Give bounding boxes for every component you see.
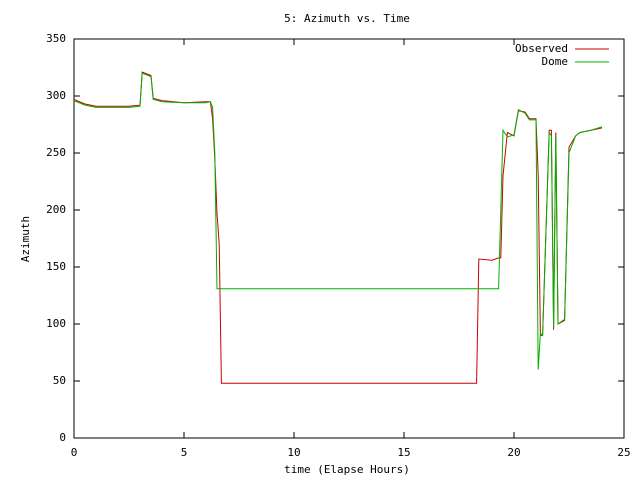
x-tick-label: 25: [617, 446, 630, 459]
y-tick-label: 50: [53, 374, 66, 387]
y-tick-label: 0: [59, 431, 66, 444]
x-tick-label: 10: [287, 446, 300, 459]
x-tick-label: 15: [397, 446, 410, 459]
x-tick-label: 0: [71, 446, 78, 459]
x-tick-label: 5: [181, 446, 188, 459]
y-tick-label: 100: [46, 317, 66, 330]
y-tick-label: 250: [46, 146, 66, 159]
series-line: [73, 72, 603, 370]
legend-label: Observed: [515, 42, 568, 55]
y-axis-label: Azimuth: [19, 216, 32, 262]
x-axis-label: time (Elapse Hours): [284, 463, 410, 476]
x-tick-label: 20: [507, 446, 520, 459]
chart-title: 5: Azimuth vs. Time: [284, 12, 410, 25]
y-tick-label: 150: [46, 260, 66, 273]
y-tick-label: 300: [46, 89, 66, 102]
plot-border: [73, 38, 625, 439]
y-tick-label: 350: [46, 32, 66, 45]
y-tick-label: 200: [46, 203, 66, 216]
legend-label: Dome: [542, 55, 569, 68]
